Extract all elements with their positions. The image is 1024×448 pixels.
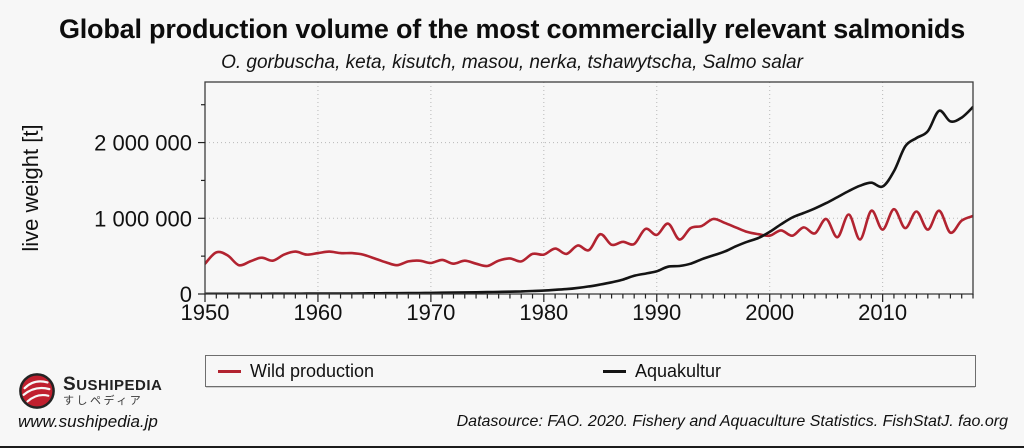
legend-item-wild-production: Wild production <box>218 356 374 386</box>
x-tick-label: 1970 <box>406 300 455 325</box>
y-tick-label: 1 000 000 <box>94 206 192 231</box>
sushipedia-logo-icon <box>19 373 55 409</box>
x-tick-label: 1980 <box>519 300 568 325</box>
series-line-aquakultur <box>205 105 973 294</box>
bottom-border <box>0 446 1024 448</box>
legend-label: Aquakultur <box>635 360 722 381</box>
brand-name-japanese: すしペディア <box>63 395 144 408</box>
wild-production-line-swatch <box>218 369 241 373</box>
x-tick-label: 2010 <box>858 300 907 325</box>
x-tick-label: 2000 <box>745 300 794 325</box>
x-tick-label: 1950 <box>181 300 230 325</box>
legend-item-aquakultur: Aquakultur <box>603 356 721 386</box>
datasource-note: Datasource: FAO. 2020. Fishery and Aquac… <box>456 413 1008 430</box>
x-tick-label: 1960 <box>293 300 342 325</box>
page-subtitle: O. gorbuscha, keta, kisutch, masou, nerk… <box>221 52 803 73</box>
y-tick-label: 0 <box>180 282 192 307</box>
page-title: Global production volume of the most com… <box>58 14 966 44</box>
y-tick-label: 2 000 000 <box>94 131 192 156</box>
brand-block: SUSHIPEDIA すしペディア <box>18 372 162 410</box>
series-line-wild-production <box>205 207 973 268</box>
legend-label: Wild production <box>250 360 375 381</box>
axis-ticks <box>198 104 974 302</box>
gridlines <box>205 82 973 294</box>
brand-name: SUSHIPEDIA <box>63 373 163 395</box>
legend: Wild production Aquakultur <box>205 355 976 387</box>
x-tick-label: 1990 <box>632 300 681 325</box>
aquakultur-line-swatch <box>603 369 626 373</box>
website-url: www.sushipedia.jp <box>18 412 158 431</box>
